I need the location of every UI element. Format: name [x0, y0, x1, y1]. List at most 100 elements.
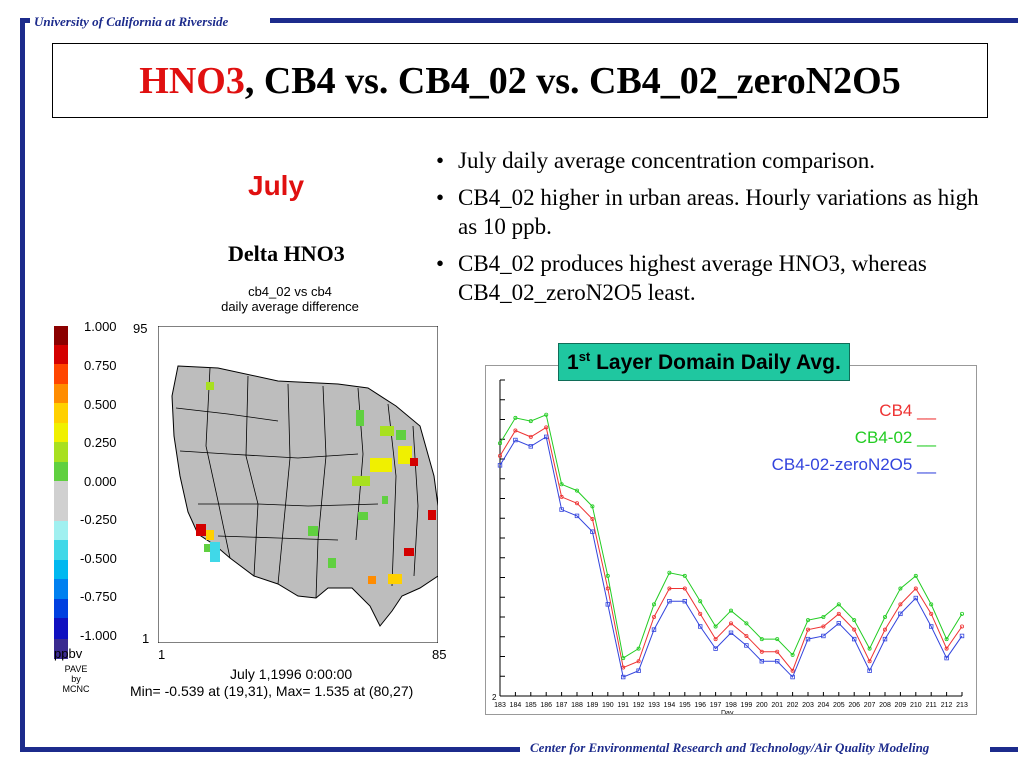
- x-tick-label: 208: [879, 702, 891, 709]
- data-point: [759, 637, 764, 642]
- data-point: [605, 602, 610, 607]
- data-point: [759, 659, 764, 664]
- x-tick-label: 186: [540, 702, 552, 709]
- data-point: [528, 434, 533, 439]
- data-point: [944, 655, 949, 661]
- bullet-text: July daily average concentration compari…: [458, 148, 876, 173]
- data-point: [882, 636, 888, 642]
- frame-bottom-rule-right: [990, 747, 1018, 752]
- data-point: [851, 636, 857, 642]
- data-point: [929, 611, 934, 616]
- footer-label: Center for Environmental Research and Te…: [530, 740, 930, 755]
- x-tick-label: 192: [633, 702, 645, 709]
- data-point: [882, 627, 887, 632]
- legend-cb4: CB4 __: [879, 401, 936, 420]
- data-point: [790, 674, 795, 680]
- map-subtitle-line1: cb4_02 vs cb4: [248, 284, 332, 299]
- data-point: [621, 656, 626, 661]
- data-point: [928, 624, 934, 629]
- data-point: [913, 595, 918, 601]
- x-tick-label: 209: [895, 702, 907, 709]
- bullet-item: • July daily average concentration compar…: [436, 146, 996, 175]
- data-point: [682, 573, 687, 578]
- chart-label-sup: st: [578, 349, 591, 364]
- x-tick-label: 213: [956, 702, 968, 709]
- data-point: [836, 602, 841, 607]
- data-point: [513, 437, 518, 443]
- data-point: [667, 570, 672, 575]
- colorbar-tick-2: 0.750: [84, 358, 117, 373]
- data-point: [682, 586, 687, 591]
- x-tick-label: 191: [617, 702, 629, 709]
- bullet-dot-icon: •: [436, 185, 445, 210]
- map-y-top: 95: [133, 321, 148, 336]
- data-point: [575, 488, 580, 493]
- data-point: [836, 621, 841, 626]
- map-subtitle-line2: daily average difference: [221, 299, 359, 314]
- data-point: [805, 618, 810, 623]
- data-point: [882, 614, 887, 619]
- x-tick-label: 201: [771, 702, 783, 709]
- x-tick-label: 189: [587, 702, 599, 709]
- data-point: [821, 624, 826, 629]
- chart-label-pre: 1: [567, 351, 579, 374]
- bullet-text: CB4_02 produces highest average HNO3, wh…: [458, 251, 927, 305]
- bullet-item: • CB4_02 produces highest average HNO3, w…: [436, 249, 996, 307]
- data-point: [775, 637, 780, 642]
- data-point: [867, 668, 872, 673]
- colorbar-tick-6: -0.250: [80, 512, 117, 527]
- legend-zero: CB4-02-zeroN2O5 __: [771, 455, 936, 474]
- data-point: [944, 646, 949, 651]
- data-point: [728, 630, 734, 635]
- y-tick-label: 2: [492, 693, 497, 702]
- data-point: [913, 573, 918, 578]
- chart-label: 1st Layer Domain Daily Avg.: [558, 343, 850, 381]
- data-point: [728, 621, 733, 626]
- data-point: [559, 507, 564, 512]
- map-date: July 1,1996 0:00:00: [230, 666, 353, 682]
- data-point: [744, 643, 749, 648]
- x-tick-label: 205: [833, 702, 845, 709]
- x-tick-label: 210: [910, 702, 922, 709]
- data-point: [805, 627, 810, 632]
- month-label: July: [248, 170, 305, 201]
- x-tick-label: 188: [571, 702, 583, 709]
- credit-line-1: PAVE: [64, 664, 88, 674]
- bullet-dot-icon: •: [436, 251, 445, 276]
- series-line: [499, 436, 963, 678]
- credit-line-2: by: [71, 674, 81, 684]
- data-point: [636, 646, 641, 651]
- data-point: [497, 453, 502, 458]
- colorbar-tick-7: -0.500: [80, 551, 117, 566]
- data-point: [620, 674, 626, 680]
- bullet-list: • July daily average concentration compar…: [436, 146, 996, 315]
- frame-left-rule: [20, 18, 25, 752]
- data-point: [667, 586, 672, 591]
- data-point: [929, 602, 934, 607]
- data-point: [636, 659, 641, 664]
- x-axis-label: Day: [721, 710, 734, 714]
- data-point: [574, 513, 580, 519]
- data-point: [698, 599, 703, 604]
- data-point: [852, 627, 857, 632]
- data-point: [867, 659, 872, 664]
- data-point: [544, 425, 549, 430]
- slide-title: HNO3, CB4 vs. CB4_02 vs. CB4_02_zeroN2O5: [52, 43, 988, 118]
- data-point: [821, 614, 826, 619]
- x-tick-label: 206: [848, 702, 860, 709]
- colorbar-tick-1: 1.000: [84, 319, 117, 334]
- bullet-dot-icon: •: [436, 148, 445, 173]
- data-point: [559, 494, 564, 499]
- title-highlight: HNO3: [139, 59, 245, 102]
- title-box: [52, 43, 988, 118]
- x-tick-label: 185: [525, 702, 537, 709]
- data-point: [959, 624, 964, 629]
- x-tick-label: 204: [818, 702, 830, 709]
- data-point: [513, 415, 518, 420]
- x-tick-label: 187: [556, 702, 568, 709]
- map-subtitle: cb4_02 vs cb4 daily average difference: [180, 284, 400, 314]
- data-point: [728, 608, 733, 613]
- data-point: [790, 652, 795, 657]
- data-point: [759, 649, 764, 654]
- data-point: [513, 428, 518, 433]
